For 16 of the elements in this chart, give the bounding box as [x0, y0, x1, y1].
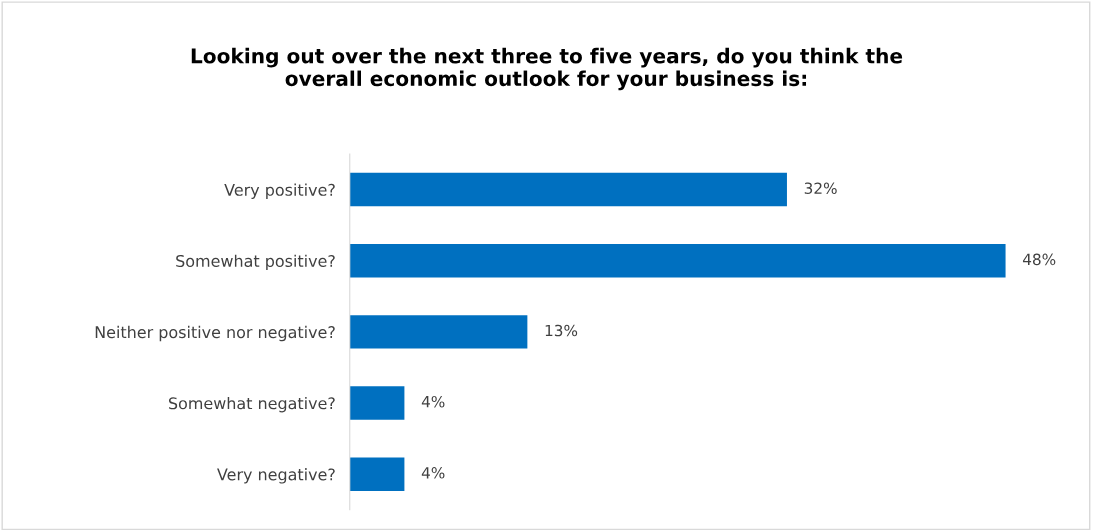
bar	[349, 172, 787, 207]
data-label: 13%	[545, 324, 578, 337]
y-tick-label: Neither positive nor negative?	[95, 325, 335, 342]
data-label: 32%	[804, 182, 837, 194]
bar	[349, 244, 1006, 278]
data-label: 48%	[1022, 253, 1056, 266]
y-tick-label: Very positive?	[224, 183, 335, 199]
bar	[349, 386, 405, 420]
bar	[349, 457, 405, 491]
bar	[349, 315, 528, 349]
data-label: 4%	[421, 467, 445, 479]
chart-title: Looking out over the next three to five years, do you think the overall economic outlook for your business is:	[191, 47, 903, 91]
y-tick-label: Very negative?	[217, 468, 335, 484]
y-tick-label: Somewhat negative?	[168, 396, 335, 413]
data-label: 4%	[421, 395, 445, 408]
y-tick-label: Somewhat positive?	[176, 254, 335, 271]
